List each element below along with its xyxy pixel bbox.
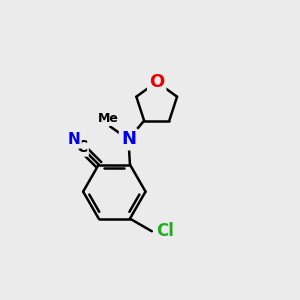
Text: Cl: Cl [156, 222, 174, 240]
Text: C: C [76, 140, 87, 155]
Text: N: N [67, 132, 80, 147]
Text: Me: Me [98, 112, 119, 125]
Text: O: O [149, 73, 164, 91]
Text: N: N [121, 130, 136, 148]
